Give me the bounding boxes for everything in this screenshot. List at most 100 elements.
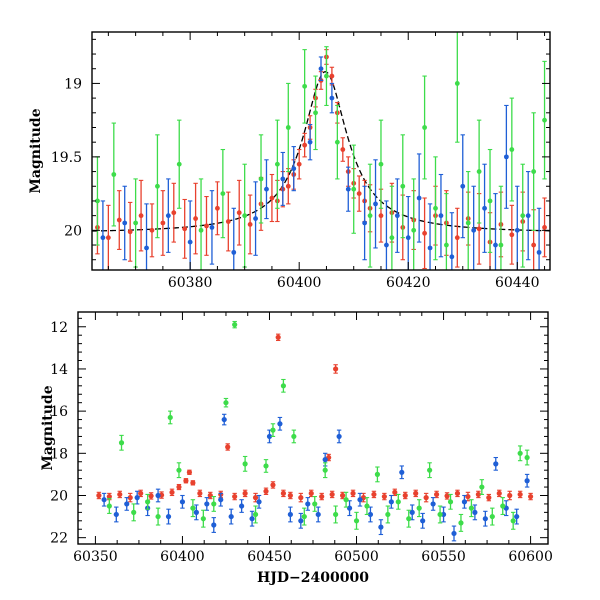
data-point bbox=[193, 216, 198, 221]
data-point bbox=[381, 493, 387, 500]
data-point bbox=[176, 467, 182, 473]
data-point bbox=[362, 220, 368, 226]
data-point bbox=[364, 503, 370, 509]
data-point bbox=[509, 147, 515, 152]
data-point bbox=[264, 186, 269, 192]
data-point bbox=[482, 205, 487, 211]
y-tick-label: 19 bbox=[64, 76, 82, 92]
data-point bbox=[454, 81, 460, 86]
data-point bbox=[242, 461, 248, 467]
data-point bbox=[256, 499, 262, 505]
data-point bbox=[169, 489, 175, 495]
data-point bbox=[472, 509, 478, 515]
data-point bbox=[287, 511, 293, 518]
data-point bbox=[318, 66, 324, 72]
data-point bbox=[413, 490, 419, 496]
top-axes: 60380 60400 60420 60440 19 19.5 20 bbox=[51, 32, 550, 291]
data-point bbox=[531, 242, 537, 248]
data-point bbox=[430, 501, 436, 507]
data-point bbox=[280, 176, 286, 182]
data-point bbox=[524, 478, 530, 484]
data-point bbox=[454, 235, 460, 241]
data-point bbox=[524, 454, 530, 461]
data-point bbox=[514, 227, 520, 233]
data-point bbox=[171, 210, 177, 216]
data-point bbox=[493, 461, 499, 467]
y-tick-label: 22 bbox=[50, 531, 68, 547]
data-point bbox=[394, 213, 400, 219]
data-point bbox=[106, 503, 112, 509]
y-tick-label: 20 bbox=[64, 223, 82, 239]
top-y-axis-label: Magnitude bbox=[28, 108, 44, 193]
data-point bbox=[357, 497, 363, 503]
data-point bbox=[301, 513, 307, 520]
data-point bbox=[324, 73, 329, 79]
data-point bbox=[155, 492, 161, 499]
series-2 bbox=[95, 32, 547, 270]
data-point bbox=[340, 147, 346, 152]
data-point bbox=[350, 490, 356, 496]
data-point bbox=[186, 469, 193, 475]
data-point bbox=[160, 220, 166, 226]
data-point bbox=[138, 213, 144, 219]
data-point bbox=[498, 242, 504, 248]
data-point bbox=[274, 161, 280, 167]
data-point bbox=[231, 249, 237, 255]
data-point bbox=[514, 513, 520, 520]
data-point bbox=[298, 518, 304, 524]
data-point bbox=[437, 511, 443, 518]
data-point bbox=[392, 489, 398, 495]
data-point bbox=[388, 499, 394, 505]
data-point bbox=[503, 154, 509, 160]
data-point bbox=[133, 220, 139, 226]
data-point bbox=[197, 490, 203, 496]
data-point bbox=[367, 213, 373, 219]
data-point bbox=[476, 169, 482, 174]
data-point bbox=[155, 183, 160, 189]
x-tick-label: 60550 bbox=[421, 549, 466, 565]
data-point bbox=[461, 499, 468, 505]
data-point bbox=[176, 484, 182, 490]
data-point bbox=[422, 230, 427, 236]
x-tick-label: 60350 bbox=[73, 549, 118, 565]
data-point bbox=[127, 495, 133, 501]
data-point bbox=[280, 490, 287, 496]
data-point bbox=[131, 509, 137, 515]
data-point bbox=[353, 518, 360, 524]
data-point bbox=[302, 83, 308, 89]
data-point bbox=[400, 183, 406, 189]
data-point bbox=[215, 205, 220, 211]
data-point bbox=[127, 229, 133, 235]
data-point bbox=[266, 433, 273, 440]
data-point bbox=[204, 501, 210, 507]
data-point bbox=[118, 440, 125, 446]
data-point bbox=[111, 172, 117, 177]
data-point bbox=[182, 226, 188, 232]
data-point bbox=[520, 213, 526, 219]
data-point bbox=[242, 490, 248, 496]
data-point bbox=[225, 444, 231, 450]
data-point bbox=[287, 492, 293, 499]
data-point bbox=[198, 227, 204, 233]
data-point bbox=[468, 505, 475, 511]
data-point bbox=[422, 125, 427, 130]
data-point bbox=[322, 467, 328, 473]
x-tick-label: 60500 bbox=[334, 549, 379, 565]
data-point bbox=[433, 491, 440, 498]
data-point bbox=[124, 501, 130, 507]
data-point bbox=[100, 235, 106, 241]
series-1 bbox=[100, 56, 542, 270]
data-point bbox=[247, 222, 253, 227]
data-point bbox=[134, 495, 140, 501]
data-point bbox=[144, 245, 149, 251]
data-point bbox=[253, 216, 258, 221]
data-point bbox=[176, 161, 182, 167]
data-point bbox=[444, 242, 449, 248]
y-tick-label: 12 bbox=[50, 320, 68, 336]
data-point bbox=[239, 503, 245, 509]
data-point bbox=[356, 191, 362, 197]
data-point bbox=[258, 176, 264, 182]
data-point bbox=[313, 110, 318, 116]
data-point bbox=[232, 493, 238, 500]
